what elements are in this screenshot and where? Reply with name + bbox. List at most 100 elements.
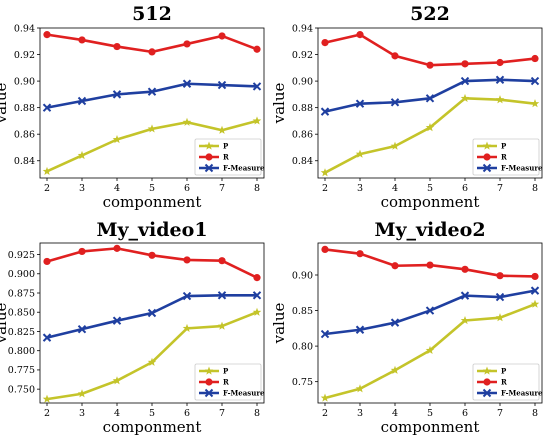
data-point-p (252, 116, 262, 125)
x-tick-label: 8 (254, 183, 260, 194)
y-tick-label: 0.86 (14, 129, 35, 140)
chart-panel-1: 512 2 3 4 5 6 7 8 0.84 0.86 0.88 0.90 0.92 0.94 compon… (0, 3, 265, 211)
legend-marker-f-measure (204, 388, 214, 398)
data-point-r (113, 42, 121, 51)
data-point-f-measure (217, 291, 227, 300)
y-tick-label: 0.92 (14, 50, 35, 61)
data-point-r (391, 262, 399, 270)
data-point-p (182, 117, 192, 126)
y-axis-label: value (0, 83, 10, 125)
chart-panel-2: 522 2 3 4 5 6 7 8 0.84 0.86 0.88 0.90 0.92 0.94 compon… (270, 3, 543, 211)
legend: PR F-Measure (194, 138, 265, 176)
x-tick-label: 7 (219, 183, 225, 194)
data-point-r (183, 256, 191, 264)
data-point-f-measure (460, 291, 470, 300)
data-point-p (42, 394, 52, 403)
data-point-f-measure (182, 291, 192, 301)
data-point-p (217, 125, 227, 134)
x-tick-label: 2 (44, 408, 50, 419)
legend-marker-f-measure (482, 163, 492, 173)
legend-marker-r (205, 153, 213, 161)
data-point-p (495, 313, 505, 322)
data-point-p (460, 316, 470, 325)
legend: PR F-Measure (472, 138, 543, 176)
data-point-r (461, 265, 469, 273)
data-point-p (252, 307, 262, 316)
data-point-p (182, 323, 192, 333)
legend-label-r: R (501, 153, 507, 162)
legend-label-r: R (223, 153, 229, 162)
x-tick-label: 7 (497, 408, 503, 419)
legend-label-r: R (223, 378, 229, 387)
legend-marker-f-measure (204, 163, 214, 173)
x-tick-label: 2 (44, 183, 50, 194)
data-point-p (320, 168, 330, 177)
data-point-r (43, 31, 51, 39)
data-point-r (183, 40, 191, 48)
x-tick-label: 8 (532, 408, 538, 419)
legend: PR F-Measure (194, 363, 265, 401)
data-point-f-measure (147, 87, 157, 96)
legend-marker-p (204, 366, 214, 375)
data-point-f-measure (390, 98, 400, 107)
x-axis-label: componment (103, 193, 202, 211)
data-point-p (495, 95, 505, 104)
data-point-r (531, 54, 539, 63)
y-tick-label: 0.94 (292, 23, 313, 34)
y-tick-label: 0.92 (292, 50, 313, 61)
y-tick-label: 0.825 (8, 327, 35, 338)
x-tick-label: 3 (357, 183, 363, 194)
legend-label-p: P (501, 367, 507, 376)
legend-marker-p (482, 141, 492, 150)
y-tick-label: 0.88 (14, 103, 35, 114)
x-tick-label: 5 (427, 183, 433, 194)
y-axis-label: value (270, 303, 288, 345)
x-tick-label: 4 (392, 408, 398, 419)
data-point-r (356, 250, 364, 258)
x-tick-label: 6 (184, 408, 190, 419)
data-point-r (43, 257, 51, 266)
y-tick-label: 0.84 (292, 156, 313, 167)
data-point-f-measure (355, 325, 365, 334)
legend-marker-r (483, 378, 491, 386)
data-point-p (112, 376, 122, 385)
data-point-f-measure (530, 286, 540, 295)
data-point-f-measure (252, 291, 262, 300)
data-point-p (390, 141, 400, 150)
data-point-p (77, 389, 87, 398)
data-point-r (321, 39, 329, 47)
x-tick-label: 4 (114, 183, 120, 194)
legend-label-p: P (501, 142, 507, 151)
chart-title: My_video1 (96, 219, 207, 241)
data-point-r (148, 251, 156, 259)
data-point-r (496, 272, 504, 280)
legend-label-r: R (501, 378, 507, 387)
data-point-f-measure (42, 103, 52, 112)
y-tick-label: 0.850 (8, 308, 35, 319)
y-tick-label: 0.800 (8, 346, 35, 357)
data-point-f-measure (320, 329, 330, 339)
data-point-f-measure (355, 99, 365, 108)
legend-label-f-measure: F-Measure (223, 164, 265, 173)
data-point-f-measure (495, 75, 505, 84)
data-point-f-measure (320, 107, 330, 116)
data-point-p (77, 150, 87, 160)
data-point-r (218, 257, 226, 265)
x-tick-label: 6 (462, 408, 468, 419)
legend-label-f-measure: F-Measure (501, 389, 543, 398)
legend-label-p: P (223, 142, 229, 151)
data-point-p (425, 345, 435, 355)
x-tick-label: 8 (532, 183, 538, 194)
x-tick-label: 7 (497, 183, 503, 194)
series-line-r (324, 33, 536, 67)
data-point-r (391, 52, 399, 60)
data-point-r (78, 247, 86, 256)
data-point-f-measure (425, 94, 435, 103)
legend-label-f-measure: F-Measure (223, 389, 265, 398)
chart-panel-4: My_video2 2 3 4 5 6 7 8 0.75 0.80 0.85 0.90 componme… (270, 219, 543, 436)
data-point-f-measure (77, 324, 87, 334)
data-point-p (530, 299, 540, 308)
x-axis-label: componment (103, 418, 202, 436)
y-tick-label: 0.85 (292, 306, 313, 317)
chart-title: 512 (132, 3, 172, 25)
